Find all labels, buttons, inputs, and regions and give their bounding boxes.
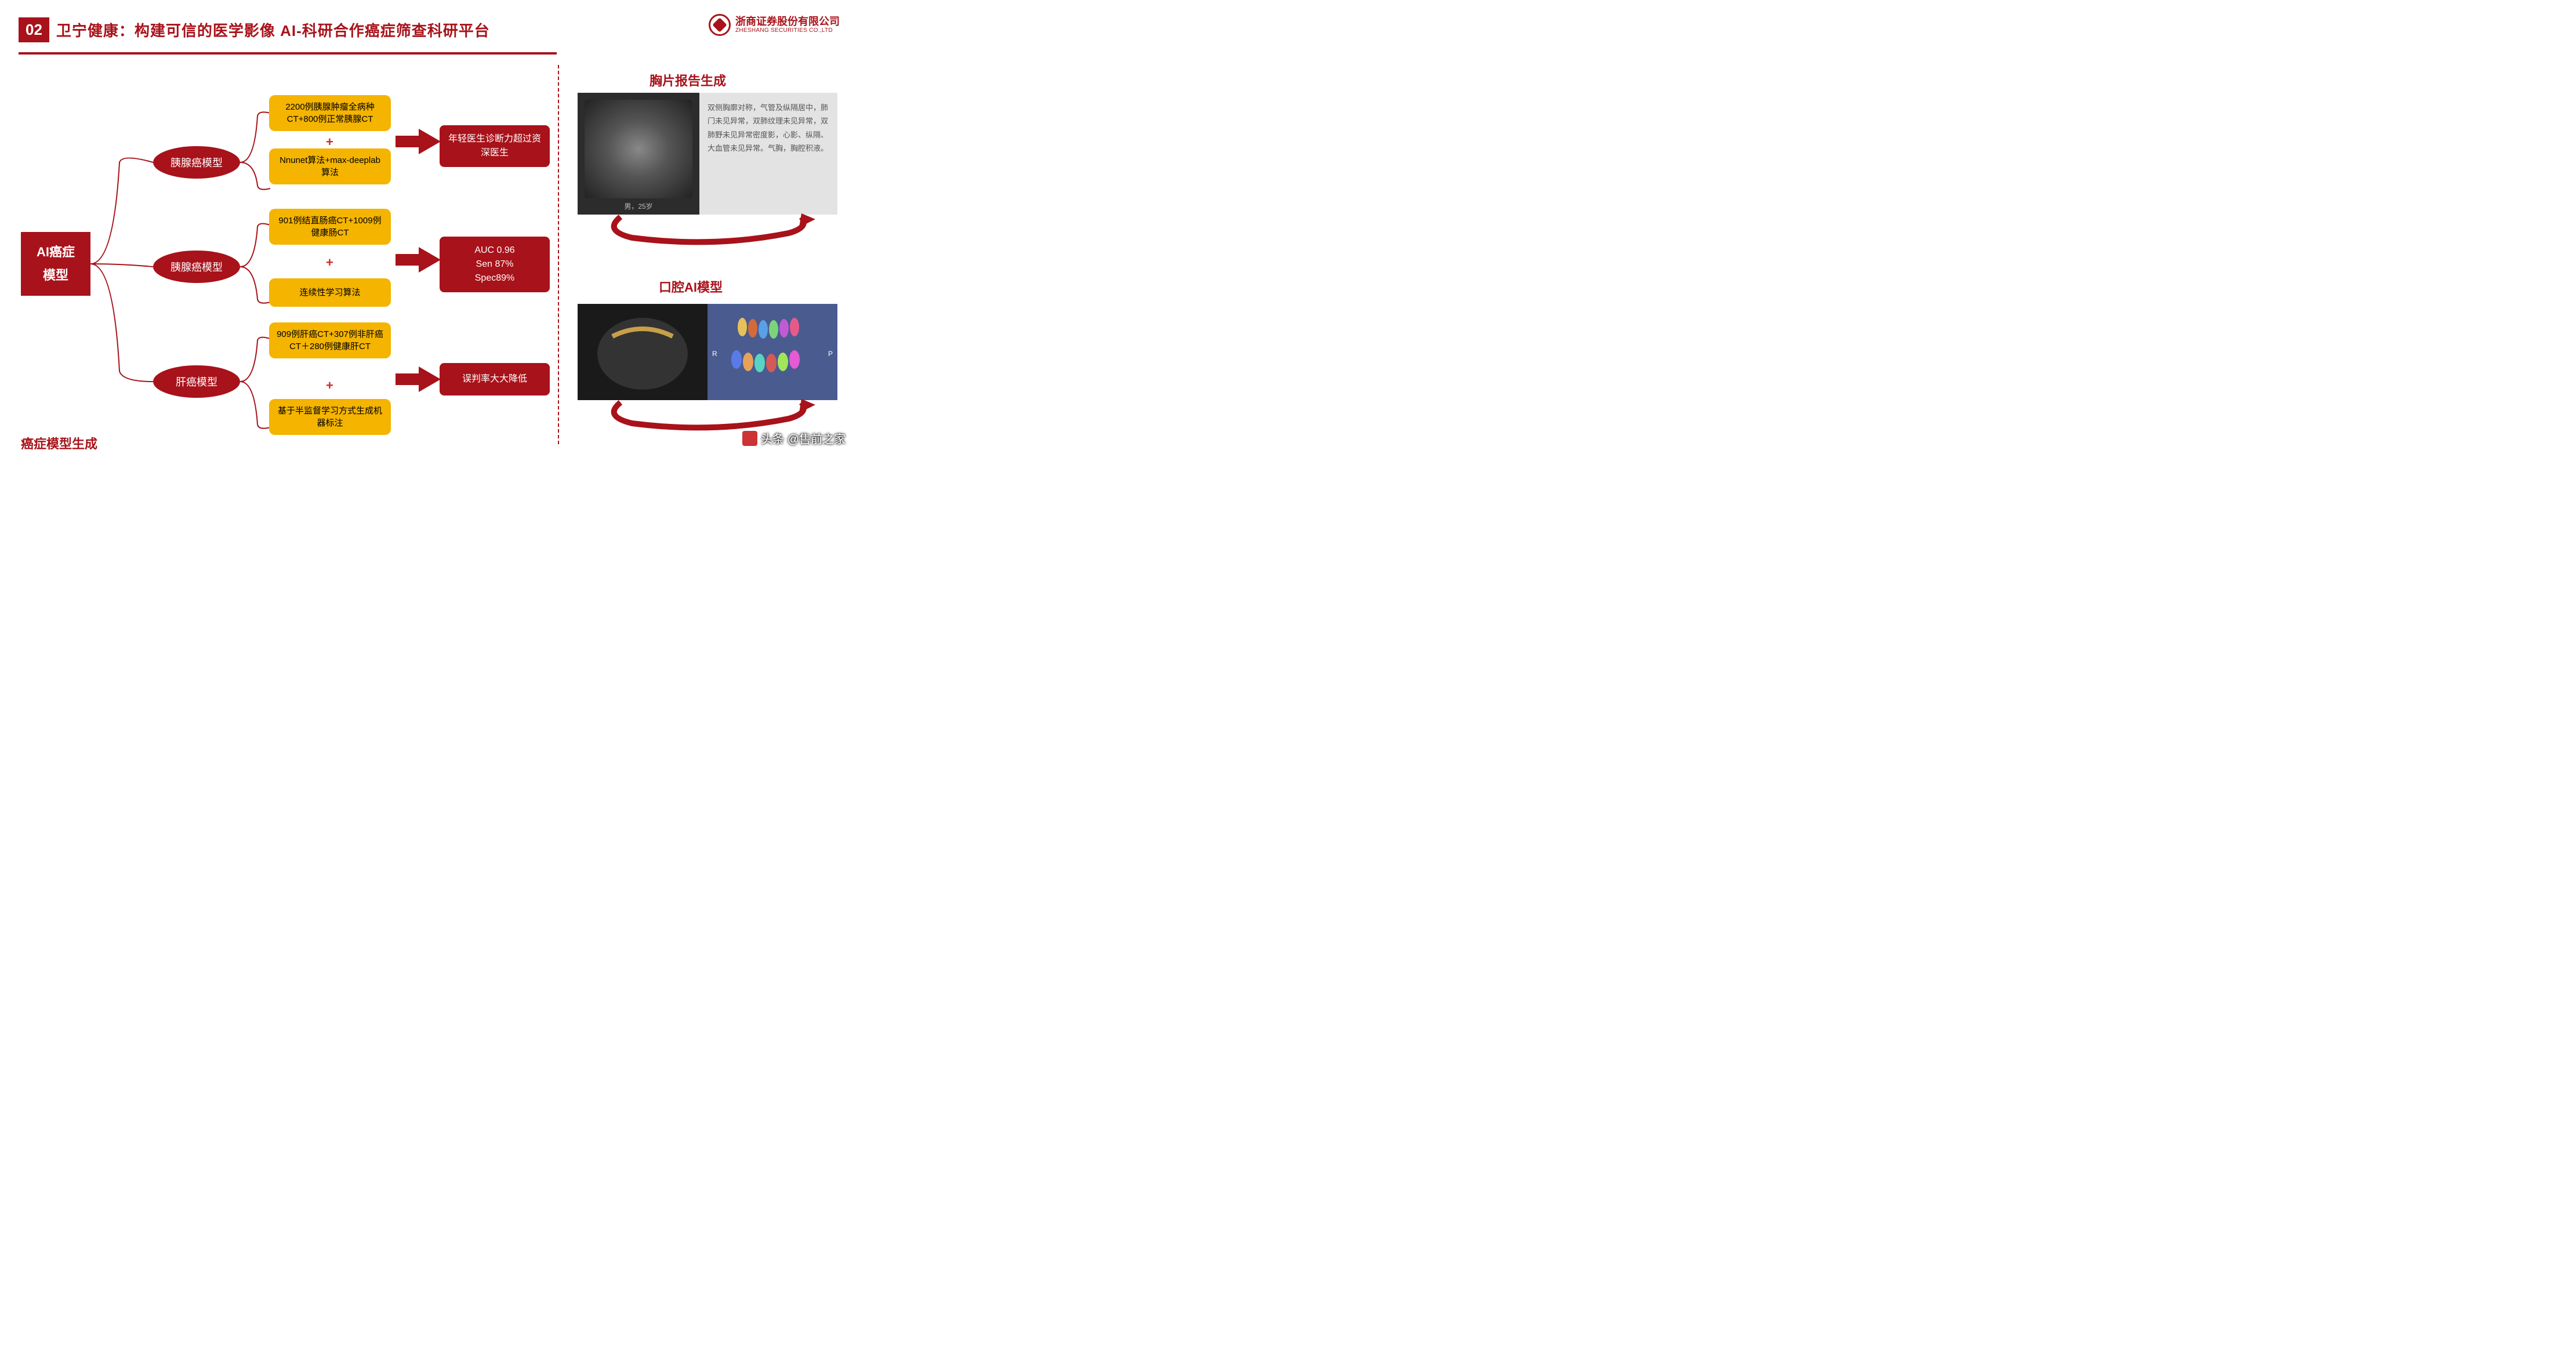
watermark-icon bbox=[742, 431, 757, 446]
arrow-icon bbox=[396, 247, 441, 273]
branch1-data-box: 2200例胰腺肿瘤全病种CT+800例正常胰腺CT bbox=[269, 95, 391, 131]
branch2-result: AUC 0.96 Sen 87% Spec89% bbox=[440, 237, 550, 292]
company-logo: 浙商证券股份有限公司 ZHESHANG SECURITIES CO.,LTD bbox=[709, 14, 840, 36]
plus-icon: + bbox=[326, 135, 333, 150]
tree-connectors bbox=[90, 151, 154, 383]
slide-title: 卫宁健康：构建可信的医学影像 AI-科研合作癌症筛查科研平台 bbox=[56, 19, 490, 41]
svg-text:R: R bbox=[712, 350, 717, 358]
dental-ct-placeholder bbox=[578, 304, 708, 400]
plus-icon: + bbox=[326, 378, 333, 393]
svg-text:P: P bbox=[828, 350, 833, 358]
result-metric: AUC 0.96 bbox=[445, 244, 544, 257]
branch1-split bbox=[240, 104, 272, 197]
dental-3d-placeholder: R P bbox=[708, 304, 837, 400]
branch-node-2: 胰腺癌模型 bbox=[153, 251, 240, 283]
root-node: AI癌症 模型 bbox=[21, 232, 90, 296]
report-text: 双侧胸廓对称，气管及纵隔居中，肺门未见异常，双肺纹理未见异常，双肺野未见异常密度… bbox=[708, 101, 829, 155]
plus-icon: + bbox=[326, 255, 333, 270]
arrow-icon bbox=[396, 129, 441, 154]
report-text-panel: 双侧胸廓对称，气管及纵隔居中，肺门未见异常，双肺纹理未见异常，双肺野未见异常密度… bbox=[699, 93, 837, 215]
vertical-divider bbox=[558, 65, 559, 444]
dental-ct-icon bbox=[578, 304, 708, 400]
branch2-algo-box: 连续性学习算法 bbox=[269, 278, 391, 307]
branch3-result: 误判率大大降低 bbox=[440, 363, 550, 395]
xray-image-placeholder: 男，25岁 bbox=[578, 93, 699, 215]
branch1-result: 年轻医生诊断力超过资深医生 bbox=[440, 125, 550, 167]
watermark-text: 头条 @售前之家 bbox=[761, 430, 846, 447]
branch2-split bbox=[240, 218, 272, 311]
result-metric: Spec89% bbox=[445, 271, 544, 285]
logo-text-cn: 浙商证券股份有限公司 bbox=[735, 16, 840, 28]
root-line2: 模型 bbox=[43, 264, 68, 287]
curve-arrow-icon bbox=[597, 213, 818, 246]
branch3-split bbox=[240, 332, 272, 436]
branch3-data-box: 909例肝癌CT+307例非肝癌CT＋280例健康肝CT bbox=[269, 322, 391, 358]
xray-graphic-icon bbox=[585, 100, 692, 198]
arrow-icon bbox=[396, 367, 441, 392]
watermark: 头条 @售前之家 bbox=[742, 430, 846, 447]
branch1-algo-box: Nnunet算法+max-deeplab算法 bbox=[269, 148, 391, 184]
dental-3d-icon: R P bbox=[708, 304, 837, 400]
right-title-2: 口腔AI模型 bbox=[659, 277, 723, 296]
logo-text-en: ZHESHANG SECURITIES CO.,LTD bbox=[735, 27, 840, 34]
right-title-1: 胸片报告生成 bbox=[650, 71, 726, 89]
branch-node-3: 肝癌模型 bbox=[153, 365, 240, 398]
title-underline bbox=[19, 52, 557, 55]
branch3-algo-box: 基于半监督学习方式生成机器标注 bbox=[269, 399, 391, 435]
root-line1: AI癌症 bbox=[37, 241, 75, 264]
logo-mark-icon bbox=[709, 14, 731, 36]
result-metric: Sen 87% bbox=[445, 257, 544, 271]
section-number-badge: 02 bbox=[19, 17, 49, 42]
curve-arrow-icon bbox=[597, 399, 818, 431]
branch2-data-box: 901例结直肠癌CT+1009例健康肠CT bbox=[269, 209, 391, 245]
section-label-left: 癌症模型生成 bbox=[21, 434, 97, 452]
xray-caption: 男，25岁 bbox=[624, 201, 652, 211]
branch-node-1: 胰腺癌模型 bbox=[153, 146, 240, 179]
